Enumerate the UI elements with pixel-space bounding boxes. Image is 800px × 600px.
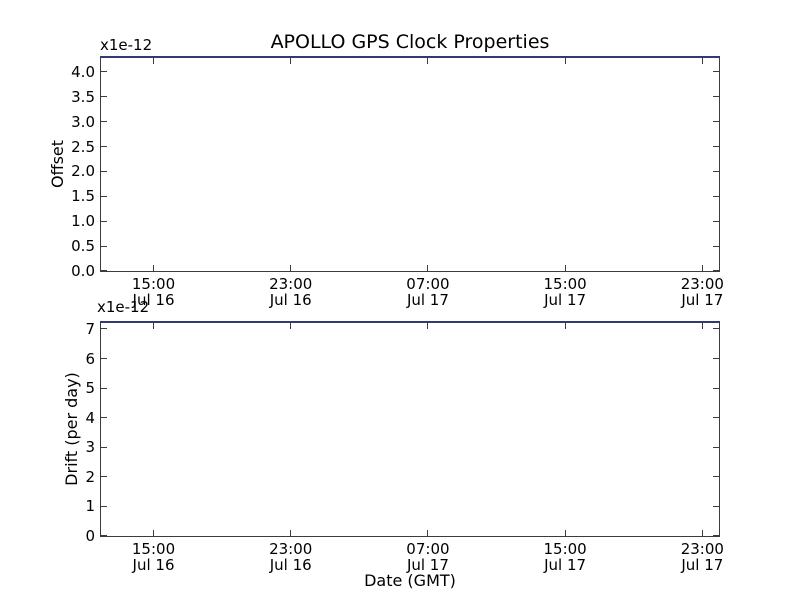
y-scale-offset-label-top: x1e-12 bbox=[100, 36, 153, 54]
y-tick-label: 1 bbox=[85, 497, 95, 516]
y-tick-label: 0.0 bbox=[71, 262, 95, 280]
x-tick-mark bbox=[290, 58, 292, 64]
y-tick-mark bbox=[713, 220, 719, 222]
y-tick-mark bbox=[101, 505, 107, 507]
y-tick-mark bbox=[713, 446, 719, 448]
y-tick-mark bbox=[713, 358, 719, 359]
y-tick-mark bbox=[713, 476, 719, 478]
y-tick-mark bbox=[101, 417, 107, 419]
y-scale-offset-label-bottom: x1e-12 bbox=[97, 298, 150, 316]
x-tick-mark bbox=[701, 265, 703, 271]
y-tick-mark bbox=[101, 328, 107, 330]
x-tick-label: 15:00 Jul 16 bbox=[131, 275, 176, 309]
y-tick-label: 2.5 bbox=[71, 137, 95, 156]
y-tick-label: 3 bbox=[85, 438, 95, 457]
y-tick-mark bbox=[713, 195, 719, 197]
x-tick-mark bbox=[701, 323, 703, 329]
y-tick-mark bbox=[101, 146, 107, 148]
y-tick-mark bbox=[101, 535, 107, 536]
x-tick-label: 15:00 Jul 17 bbox=[543, 540, 587, 574]
y-tick-mark bbox=[101, 245, 107, 247]
drift-plot-area: 0 1 2 3 4 5 6 7 15:00 Jul 16 23:00 Jul 16 07:00 Ju… bbox=[85, 320, 723, 573]
y-tick-mark bbox=[101, 71, 107, 73]
y-tick-mark bbox=[713, 96, 719, 98]
x-tick-mark bbox=[153, 265, 155, 271]
x-tick-mark bbox=[290, 323, 292, 329]
x-tick-mark bbox=[427, 323, 429, 329]
y-tick-label: 2.0 bbox=[71, 162, 95, 181]
y-tick-mark bbox=[101, 270, 107, 271]
x-tick-label: 23:00 Jul 16 bbox=[269, 275, 313, 309]
y-tick-label: 2 bbox=[85, 467, 95, 486]
x-tick-label: 15:00 Jul 16 bbox=[131, 540, 176, 574]
chart-title: APOLLO GPS Clock Properties bbox=[270, 31, 550, 53]
y-tick-mark bbox=[713, 505, 719, 507]
y-tick-mark bbox=[713, 535, 719, 536]
x-tick-mark bbox=[153, 323, 155, 329]
y-tick-label: 7 bbox=[85, 319, 95, 338]
x-tick-label: 23:00 Jul 17 bbox=[680, 275, 724, 309]
y-tick-mark bbox=[101, 358, 107, 359]
x-tick-mark bbox=[427, 530, 429, 536]
y-tick-mark bbox=[713, 121, 719, 123]
y-tick-label: 4 bbox=[85, 408, 95, 427]
x-tick-mark bbox=[564, 323, 566, 329]
y-tick-mark bbox=[101, 121, 107, 123]
y-tick-label: 6 bbox=[85, 349, 95, 368]
y-tick-label: 1.0 bbox=[71, 212, 95, 231]
x-tick-mark bbox=[564, 58, 566, 64]
y-tick-mark bbox=[713, 245, 719, 247]
x-tick-label: 07:00 Jul 17 bbox=[406, 275, 450, 309]
y-tick-mark bbox=[101, 387, 107, 389]
x-tick-mark bbox=[153, 58, 155, 64]
x-tick-mark bbox=[701, 58, 703, 64]
y-tick-mark bbox=[713, 146, 719, 148]
x-tick-mark bbox=[701, 530, 703, 536]
y-tick-mark bbox=[713, 71, 719, 73]
y-tick-label: 1.5 bbox=[71, 187, 95, 206]
y-tick-mark bbox=[713, 417, 719, 419]
x-tick-label: 23:00 Jul 17 bbox=[680, 540, 724, 574]
x-axis-label: Date (GMT) bbox=[364, 571, 456, 590]
y-tick-label: 0 bbox=[85, 527, 95, 545]
x-tick-mark bbox=[564, 530, 566, 536]
x-tick-mark bbox=[290, 265, 292, 271]
x-tick-mark bbox=[427, 265, 429, 271]
y-tick-mark bbox=[101, 170, 107, 172]
y-tick-label: 4.0 bbox=[71, 62, 95, 81]
y-tick-mark bbox=[713, 328, 719, 330]
x-tick-mark bbox=[153, 530, 155, 536]
y-tick-label: 0.5 bbox=[71, 237, 95, 256]
offset-plot-area: 0.0 0.5 1.0 1.5 2.0 2.5 3.0 3.5 4.0 15:00 Jul 16 2… bbox=[71, 56, 724, 308]
y-tick-mark bbox=[713, 387, 719, 389]
x-tick-mark bbox=[290, 530, 292, 536]
x-tick-mark bbox=[564, 265, 566, 271]
y-tick-mark bbox=[101, 446, 107, 448]
y-tick-mark bbox=[101, 195, 107, 197]
y-tick-label: 5 bbox=[85, 379, 95, 398]
x-tick-label: 07:00 Jul 17 bbox=[406, 540, 450, 574]
x-tick-label: 23:00 Jul 16 bbox=[269, 540, 313, 574]
y-tick-mark bbox=[101, 476, 107, 478]
y-tick-mark bbox=[713, 170, 719, 172]
y-tick-mark bbox=[713, 270, 719, 271]
x-tick-label: 15:00 Jul 17 bbox=[543, 275, 587, 309]
y-tick-label: 3.5 bbox=[71, 87, 95, 106]
y-tick-mark bbox=[101, 220, 107, 222]
y-tick-label: 3.0 bbox=[71, 112, 95, 131]
x-tick-mark bbox=[427, 58, 429, 64]
y-tick-mark bbox=[101, 96, 107, 98]
